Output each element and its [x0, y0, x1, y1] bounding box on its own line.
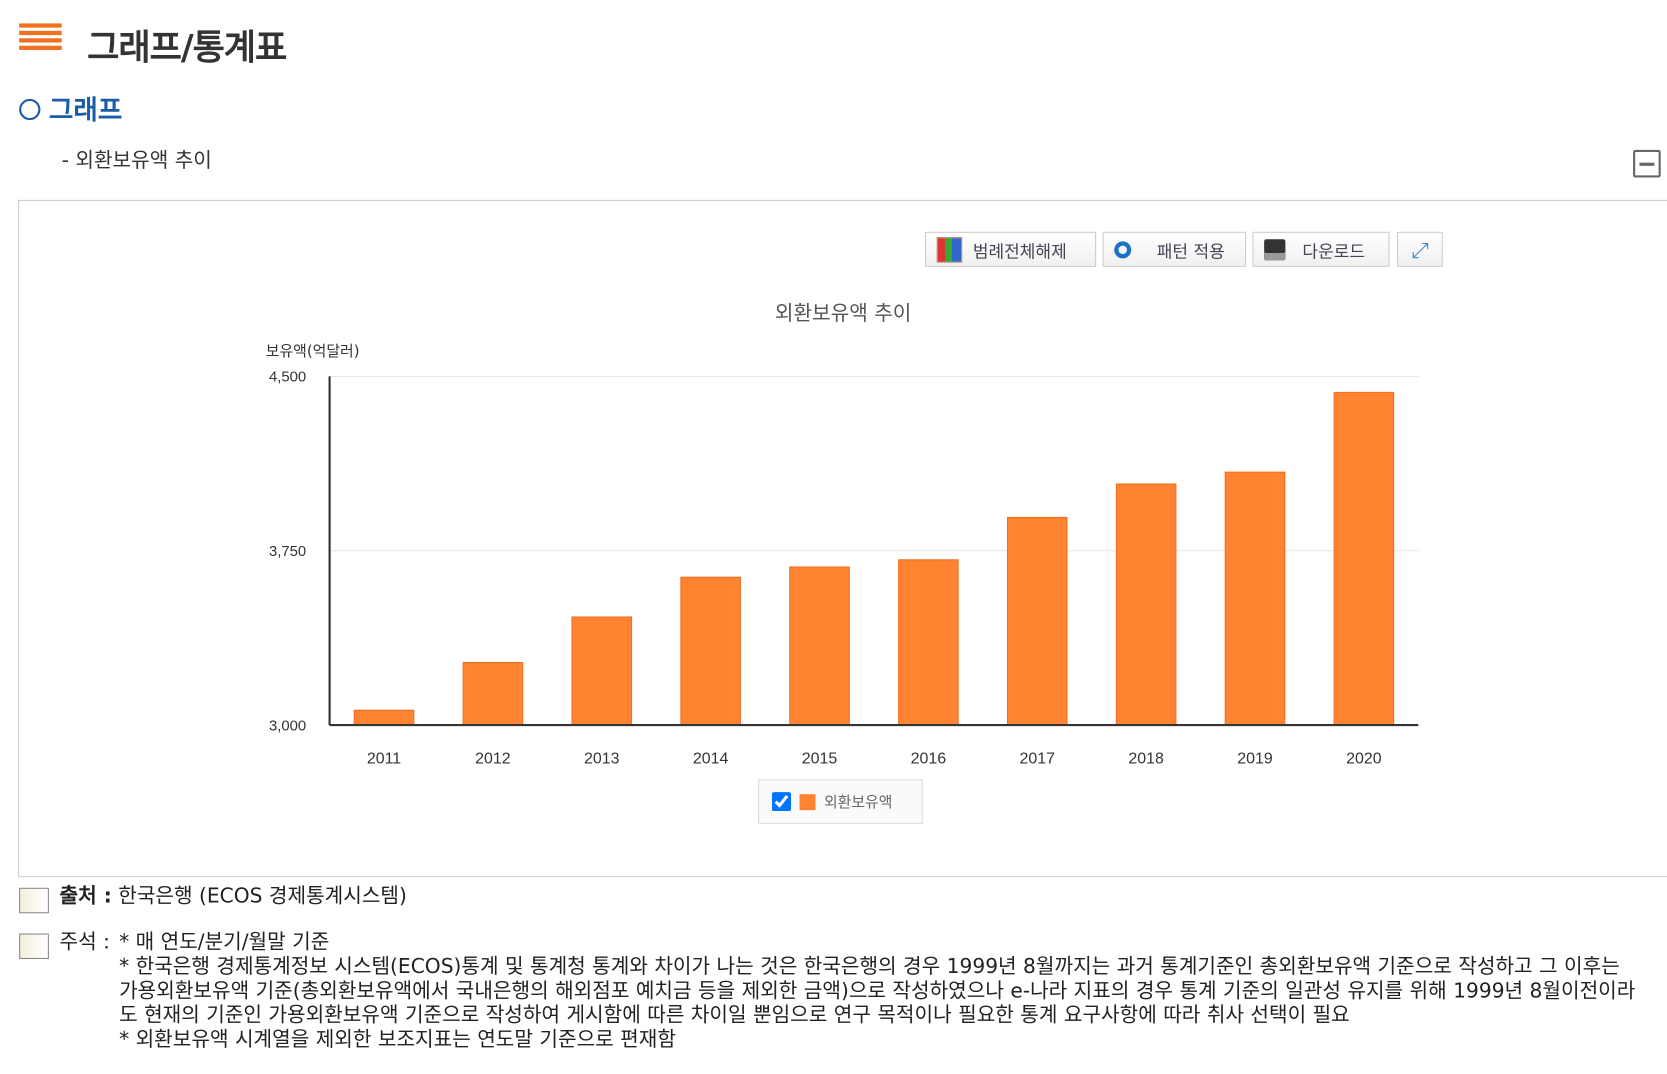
- x-tick-label: 2019: [1237, 750, 1273, 767]
- source-text: 출처 : 한국은행 (ECOS 경제통계시스템): [60, 885, 407, 909]
- pattern-label: 패턴 적용: [1156, 240, 1225, 262]
- note-item: * 매 연도/분기/월말 기준: [119, 930, 330, 954]
- y-axis-label: 보유액(억달러): [266, 342, 360, 360]
- section-label: 그래프: [48, 94, 123, 126]
- x-tick-label: 2014: [693, 750, 729, 767]
- notes: * 매 연도/분기/월말 기준 * 한국은행 경제통계정보 시스템(ECOS)통…: [119, 930, 1639, 1052]
- chart-legend: 외환보유액: [758, 779, 923, 824]
- legend-off-button[interactable]: 범례전체해제: [924, 231, 1097, 267]
- page-title: 그래프/통계표: [87, 26, 287, 69]
- bar-2014: [680, 576, 741, 726]
- legend-label[interactable]: 외환보유액: [823, 794, 893, 812]
- bar-2016: [898, 559, 959, 726]
- x-tick-label: 2012: [475, 750, 511, 767]
- chart-panel: [18, 199, 1667, 878]
- menu-icon[interactable]: [19, 23, 62, 55]
- x-tick-label: 2016: [911, 750, 947, 767]
- download-label: 다운로드: [1302, 240, 1366, 262]
- save-icon: [1264, 238, 1286, 260]
- x-tick-label: 2015: [802, 750, 838, 767]
- note-item: * 한국은행 경제통계정보 시스템(ECOS)통계 및 통계청 통계와 차이가 …: [119, 954, 1636, 1028]
- collapse-button[interactable]: [1633, 149, 1661, 178]
- bar-2019: [1224, 471, 1286, 726]
- legend-swatch: [799, 793, 816, 810]
- x-tick-label: 2011: [367, 750, 401, 767]
- bar-2017: [1006, 516, 1068, 726]
- y-tick-label: 3,750: [269, 544, 306, 560]
- chart-icon: [936, 236, 963, 263]
- bar-2020: [1333, 391, 1395, 726]
- download-button[interactable]: 다운로드: [1252, 231, 1390, 267]
- x-tick-label: 2017: [1020, 750, 1056, 767]
- bar-2012: [462, 662, 524, 726]
- pattern-button[interactable]: 패턴 적용: [1102, 231, 1247, 267]
- notes-label: 주석 :: [59, 930, 110, 954]
- note-item: * 외환보유액 시계열을 제외한 보조지표는 연도말 기준으로 편재함: [119, 1028, 676, 1052]
- section-title: 그래프: [19, 89, 122, 127]
- y-tick-label: 3,000: [269, 718, 306, 734]
- chart-title: 외환보유액 추이: [774, 301, 912, 326]
- source-label: 출처 :: [59, 884, 112, 908]
- bar-2015: [789, 566, 850, 726]
- bar-2011: [353, 709, 415, 726]
- y-tick-label: 4,500: [269, 370, 306, 386]
- fullscreen-button[interactable]: ⤢: [1397, 231, 1443, 267]
- x-tick-label: 2020: [1346, 750, 1382, 767]
- bar-2018: [1115, 483, 1177, 726]
- x-tick-label: 2018: [1128, 750, 1164, 767]
- expand-icon: ⤢: [1411, 236, 1429, 263]
- legend-checkbox[interactable]: [771, 792, 792, 812]
- circle-icon: [19, 98, 41, 121]
- source-value: 한국은행 (ECOS 경제통계시스템): [118, 884, 407, 908]
- legend-off-label: 범례전체해제: [972, 240, 1067, 262]
- refresh-icon: [1114, 240, 1132, 258]
- book-icon: [19, 933, 49, 960]
- book-icon: [19, 887, 49, 914]
- graph-subtitle: - 외환보유액 추이: [61, 148, 212, 173]
- x-tick-label: 2013: [584, 750, 620, 767]
- bar-2013: [571, 616, 633, 726]
